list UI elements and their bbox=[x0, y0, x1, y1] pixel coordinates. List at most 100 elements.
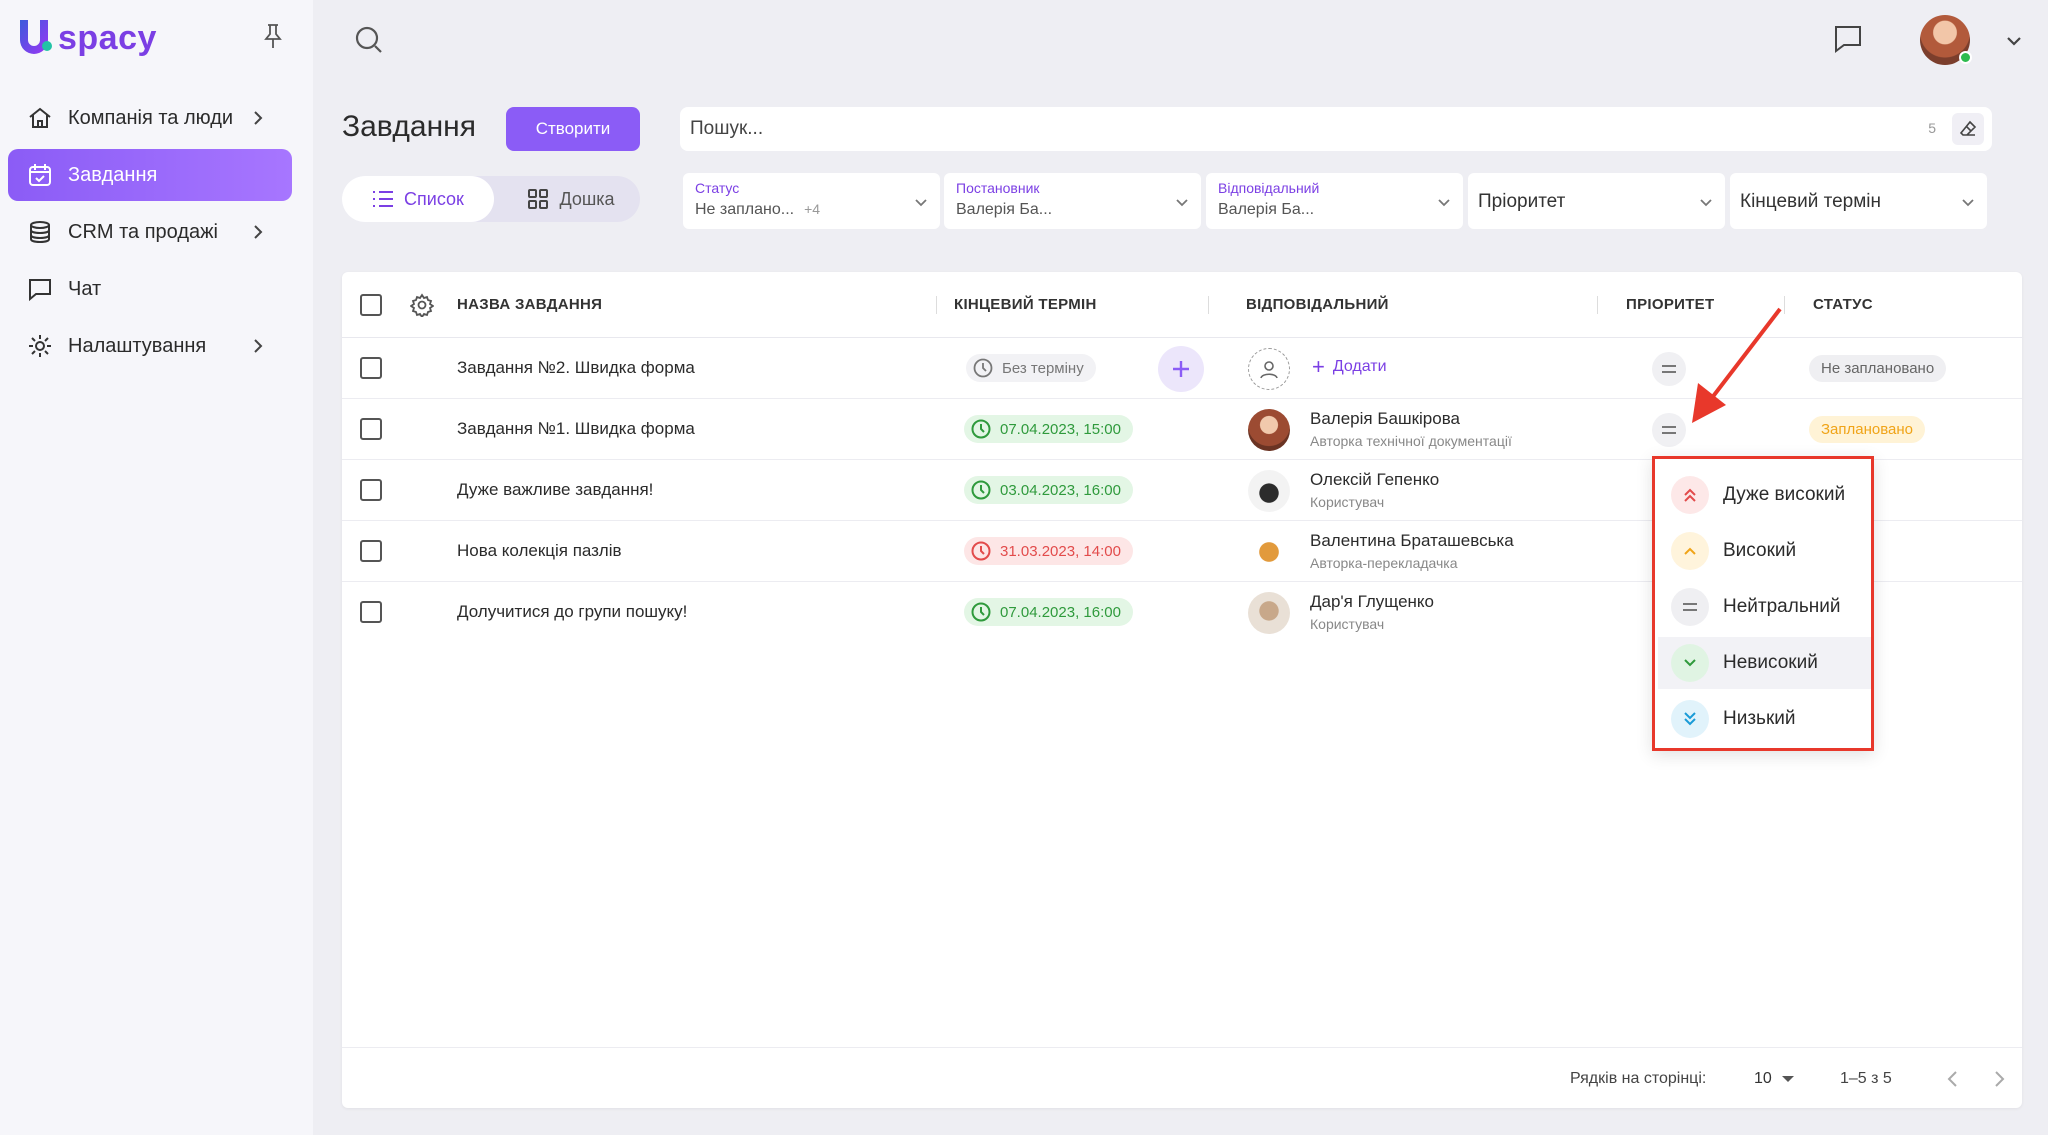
deadline-badge[interactable]: 07.04.2023, 15:00 bbox=[964, 415, 1133, 443]
column-divider bbox=[1784, 296, 1785, 314]
status-badge[interactable]: Заплановано bbox=[1809, 416, 1926, 443]
table-row[interactable]: Завдання №2. Швидка форма Без терміну + Д… bbox=[342, 338, 2022, 399]
sidebar-item-label: Чат bbox=[68, 277, 102, 300]
filter-label: Статус bbox=[695, 180, 740, 196]
column-divider bbox=[1208, 296, 1209, 314]
caret-down-icon[interactable] bbox=[1782, 1076, 1794, 1082]
row-checkbox[interactable] bbox=[360, 601, 382, 623]
double-chevron-down-icon bbox=[1671, 700, 1709, 738]
filter-label: Відповідальний bbox=[1218, 180, 1320, 196]
avatar bbox=[1248, 470, 1290, 512]
sidebar-item-crm[interactable]: CRM та продажі bbox=[8, 206, 292, 258]
status-badge[interactable]: Не заплановано bbox=[1809, 355, 1947, 382]
deadline-badge[interactable]: 03.04.2023, 16:00 bbox=[964, 476, 1133, 504]
app-logo[interactable]: spacy bbox=[16, 16, 157, 60]
filter-priority[interactable]: Пріоритет bbox=[1468, 173, 1725, 229]
priority-option-lowest[interactable]: Низький bbox=[1671, 693, 1869, 745]
deadline-badge[interactable]: 07.04.2023, 16:00 bbox=[964, 598, 1133, 626]
assignee-name[interactable]: Валентина Браташевська bbox=[1310, 531, 1514, 550]
chevron-left-icon[interactable] bbox=[1942, 1068, 1964, 1090]
chevron-right-icon bbox=[248, 222, 268, 242]
priority-option-very-high[interactable]: Дуже високий bbox=[1671, 469, 1869, 521]
filter-deadline[interactable]: Кінцевий термін bbox=[1730, 173, 1987, 229]
filter-value: Не заплано... +4 bbox=[695, 201, 820, 219]
chevron-right-icon[interactable] bbox=[1988, 1068, 2010, 1090]
row-checkbox[interactable] bbox=[360, 479, 382, 501]
table-header: НАЗВА ЗАВДАННЯ КІНЦЕВИЙ ТЕРМІН ВІДПОВІДА… bbox=[342, 272, 2022, 338]
clock-icon bbox=[972, 357, 994, 379]
row-checkbox[interactable] bbox=[360, 418, 382, 440]
assignee-name[interactable]: Валерія Башкірова bbox=[1310, 409, 1460, 428]
task-name[interactable]: Долучитися до групи пошуку! bbox=[457, 602, 688, 621]
table-row[interactable]: Долучитися до групи пошуку! 07.04.2023, … bbox=[342, 582, 2022, 643]
column-header-status[interactable]: СТАТУС bbox=[1813, 296, 1873, 313]
equals-icon bbox=[1671, 588, 1709, 626]
filter-status[interactable]: Статус Не заплано... +4 bbox=[683, 173, 940, 229]
avatar bbox=[1248, 531, 1290, 573]
add-assignee-link[interactable]: + Додати bbox=[1312, 356, 1387, 378]
deadline-badge[interactable]: 31.03.2023, 14:00 bbox=[964, 537, 1133, 565]
priority-option-high[interactable]: Високий bbox=[1671, 525, 1869, 577]
eraser-icon[interactable] bbox=[1952, 113, 1984, 145]
filter-value-text: Не заплано... bbox=[695, 201, 795, 218]
column-header-priority[interactable]: ПРІОРИТЕТ bbox=[1626, 296, 1715, 313]
filter-label: Пріоритет bbox=[1478, 191, 1566, 212]
empty-avatar bbox=[1248, 348, 1290, 390]
task-name[interactable]: Дуже важливе завдання! bbox=[457, 480, 654, 499]
priority-dropdown: Дуже високий Високий Нейтральний Невисок… bbox=[1652, 456, 1874, 751]
sidebar-item-chat[interactable]: Чат bbox=[8, 263, 292, 315]
select-all-checkbox[interactable] bbox=[360, 294, 382, 316]
chevron-down-icon[interactable] bbox=[2003, 30, 2025, 52]
deadline-text: 07.04.2023, 16:00 bbox=[1000, 603, 1121, 621]
chevron-right-icon bbox=[248, 336, 268, 356]
rows-per-page-select[interactable]: 10 bbox=[1754, 1070, 1772, 1087]
task-name[interactable]: Нова колекція пазлів bbox=[457, 541, 622, 560]
chevron-down-icon bbox=[1959, 193, 1977, 211]
filter-author[interactable]: Постановник Валерія Ба... bbox=[944, 173, 1201, 229]
priority-neutral-button[interactable] bbox=[1652, 413, 1686, 447]
column-divider bbox=[1597, 296, 1598, 314]
column-header-assignee[interactable]: ВІДПОВІДАЛЬНИЙ bbox=[1246, 296, 1389, 313]
row-checkbox[interactable] bbox=[360, 540, 382, 562]
filter-assignee[interactable]: Відповідальний Валерія Ба... bbox=[1206, 173, 1463, 229]
priority-option-label: Низький bbox=[1723, 708, 1796, 729]
sidebar-item-label: Компанія та люди bbox=[68, 106, 234, 129]
double-chevron-up-icon bbox=[1671, 476, 1709, 514]
create-button[interactable]: Створити bbox=[506, 107, 640, 151]
task-name[interactable]: Завдання №2. Швидка форма bbox=[457, 358, 695, 377]
search-icon[interactable] bbox=[353, 24, 385, 56]
sidebar-item-settings[interactable]: Налаштування bbox=[8, 320, 292, 372]
column-header-deadline[interactable]: КІНЦЕВИЙ ТЕРМІН bbox=[954, 296, 1097, 313]
list-view-label: Список bbox=[404, 188, 464, 209]
gear-icon[interactable] bbox=[409, 293, 435, 319]
search-input[interactable] bbox=[690, 107, 1890, 151]
assignee-role: Авторка технічної документації bbox=[1310, 433, 1512, 449]
calendar-icon bbox=[26, 161, 54, 189]
table-row[interactable]: Завдання №1. Швидка форма 07.04.2023, 15… bbox=[342, 399, 2022, 460]
messages-icon[interactable] bbox=[1831, 22, 1865, 56]
clock-icon bbox=[970, 418, 992, 440]
filter-value: Валерія Ба... bbox=[956, 201, 1053, 218]
task-name[interactable]: Завдання №1. Швидка форма bbox=[457, 419, 695, 438]
priority-neutral-button[interactable] bbox=[1652, 352, 1686, 386]
assignee-name[interactable]: Дар'я Глущенко bbox=[1310, 592, 1434, 611]
add-deadline-button[interactable] bbox=[1158, 346, 1204, 392]
clock-icon bbox=[970, 601, 992, 623]
sidebar-item-company[interactable]: Компанія та люди bbox=[8, 92, 292, 144]
sidebar-nav: Компанія та люди Завдання CRM та продажі… bbox=[8, 92, 292, 377]
column-header-name[interactable]: НАЗВА ЗАВДАННЯ bbox=[457, 296, 603, 313]
sidebar-item-tasks[interactable]: Завдання bbox=[8, 149, 292, 201]
assignee-name[interactable]: Олексій Гепенко bbox=[1310, 470, 1440, 489]
priority-option-low[interactable]: Невисокий bbox=[1658, 637, 1871, 689]
deadline-badge[interactable]: Без терміну bbox=[966, 354, 1096, 382]
list-view-button[interactable]: Список bbox=[342, 176, 494, 222]
chevron-right-icon bbox=[248, 108, 268, 128]
row-checkbox[interactable] bbox=[360, 357, 382, 379]
priority-option-neutral[interactable]: Нейтральний bbox=[1671, 581, 1869, 633]
pagination: Рядків на сторінці: 10 1–5 з 5 bbox=[342, 1047, 2022, 1108]
pin-icon[interactable] bbox=[260, 22, 286, 50]
grid-icon bbox=[528, 189, 549, 209]
sidebar-item-label: CRM та продажі bbox=[68, 220, 218, 243]
board-view-button[interactable]: Дошка bbox=[502, 176, 640, 222]
chat-icon bbox=[26, 275, 54, 303]
